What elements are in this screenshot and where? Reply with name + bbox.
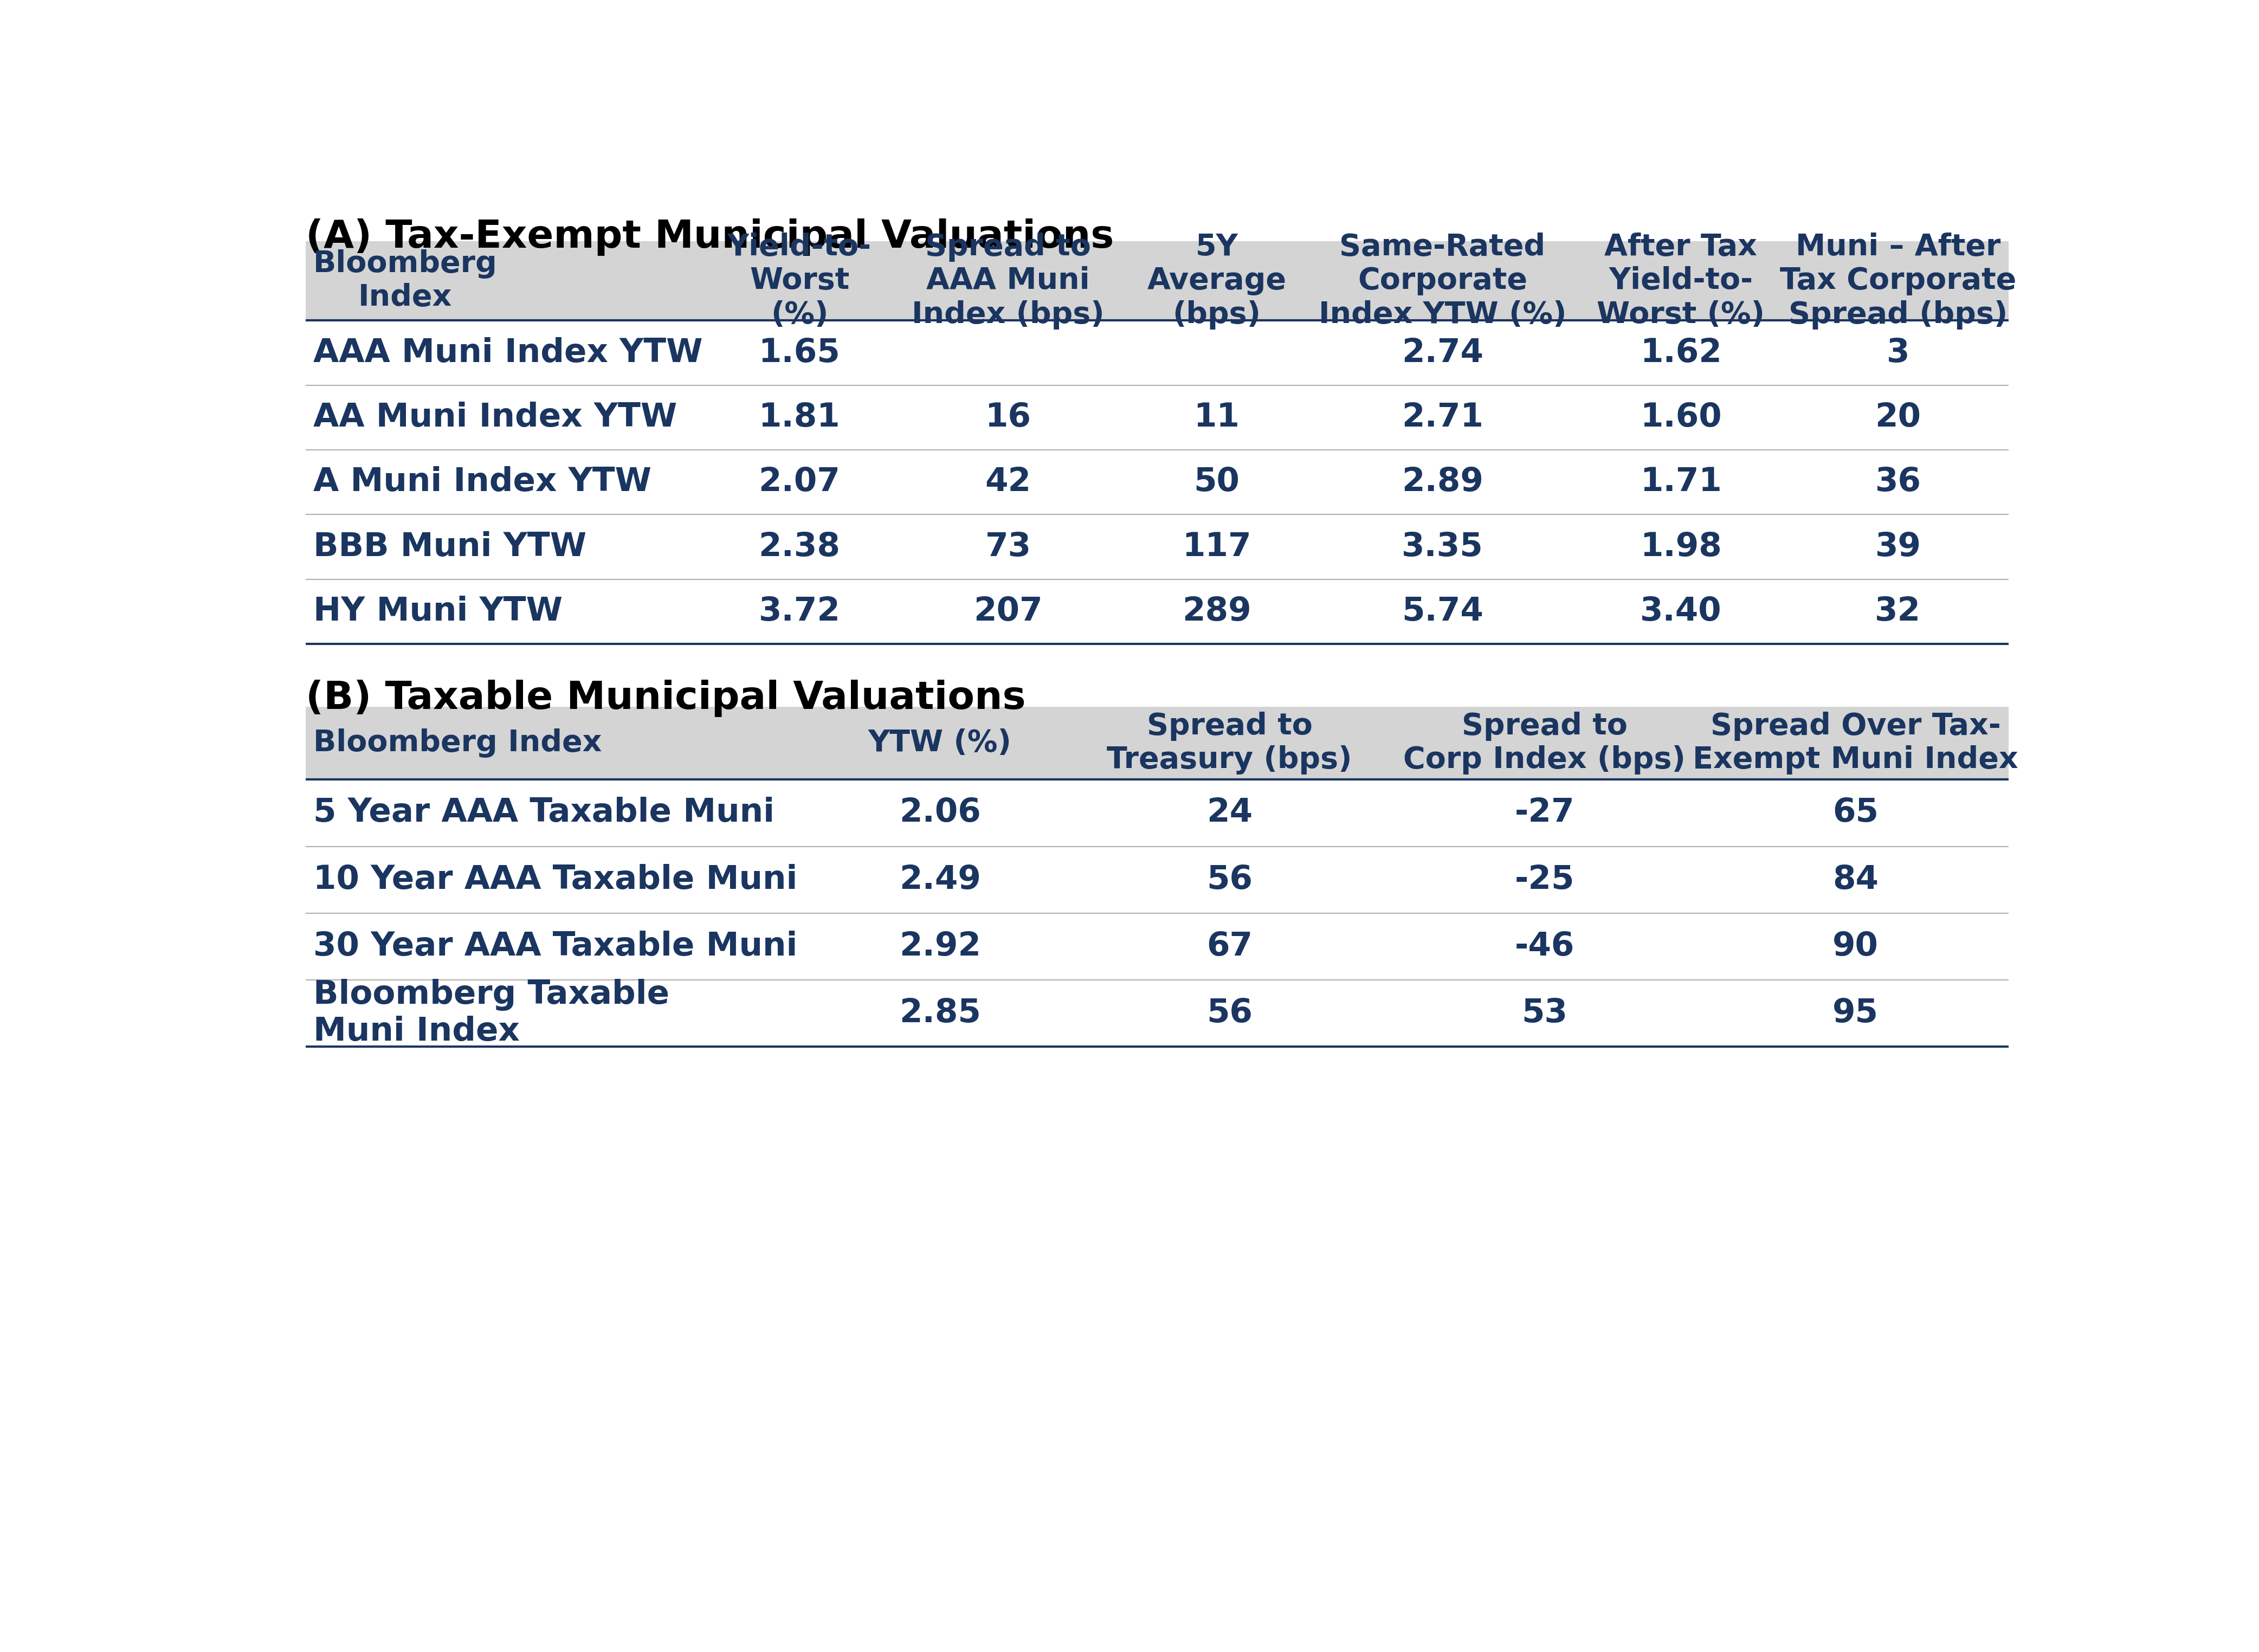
Text: Spread to
Treasury (bps): Spread to Treasury (bps) bbox=[1107, 712, 1353, 775]
Text: 5Y
Average
(bps): 5Y Average (bps) bbox=[1148, 233, 1285, 329]
Text: 5 Year AAA Taxable Muni: 5 Year AAA Taxable Muni bbox=[314, 796, 775, 829]
Text: Yield-to-
Worst
(%): Yield-to- Worst (%) bbox=[727, 233, 872, 329]
Text: 42: 42 bbox=[985, 466, 1030, 499]
Text: 36: 36 bbox=[1875, 466, 1920, 499]
Text: 50: 50 bbox=[1193, 466, 1240, 499]
Text: 1.62: 1.62 bbox=[1640, 337, 1721, 368]
Text: 1.65: 1.65 bbox=[759, 337, 840, 368]
Text: 2.38: 2.38 bbox=[759, 530, 840, 563]
Text: -25: -25 bbox=[1514, 864, 1575, 895]
Text: 56: 56 bbox=[1206, 864, 1251, 895]
Text: 2.89: 2.89 bbox=[1401, 466, 1484, 499]
Text: 10 Year AAA Taxable Muni: 10 Year AAA Taxable Muni bbox=[314, 864, 797, 895]
Text: 2.06: 2.06 bbox=[899, 796, 980, 829]
Text: 207: 207 bbox=[974, 596, 1044, 628]
Text: 53: 53 bbox=[1523, 998, 1568, 1029]
Text: 30 Year AAA Taxable Muni: 30 Year AAA Taxable Muni bbox=[314, 930, 797, 963]
Text: BBB Muni YTW: BBB Muni YTW bbox=[314, 530, 587, 563]
Text: 3.40: 3.40 bbox=[1640, 596, 1721, 628]
Text: 5.74: 5.74 bbox=[1401, 596, 1484, 628]
Text: Spread to
Corp Index (bps): Spread to Corp Index (bps) bbox=[1403, 712, 1685, 775]
Text: 1.81: 1.81 bbox=[759, 401, 840, 433]
Text: 2.49: 2.49 bbox=[899, 864, 980, 895]
Text: 3: 3 bbox=[1886, 337, 1909, 368]
Text: 67: 67 bbox=[1206, 930, 1251, 963]
Text: 2.92: 2.92 bbox=[899, 930, 980, 963]
Text: 117: 117 bbox=[1181, 530, 1251, 563]
Text: HY Muni YTW: HY Muni YTW bbox=[314, 596, 562, 628]
Text: 3.35: 3.35 bbox=[1401, 530, 1484, 563]
Text: 2.07: 2.07 bbox=[759, 466, 840, 499]
Text: 95: 95 bbox=[1832, 998, 1879, 1029]
Text: 2.74: 2.74 bbox=[1401, 337, 1484, 368]
Text: AA Muni Index YTW: AA Muni Index YTW bbox=[314, 401, 678, 433]
Text: (A) Tax-Exempt Municipal Valuations: (A) Tax-Exempt Municipal Valuations bbox=[305, 218, 1114, 256]
Text: (B) Taxable Municipal Valuations: (B) Taxable Municipal Valuations bbox=[305, 679, 1026, 717]
Text: 24: 24 bbox=[1206, 796, 1251, 829]
Text: 1.71: 1.71 bbox=[1640, 466, 1721, 499]
Text: 84: 84 bbox=[1832, 864, 1879, 895]
Text: 2.71: 2.71 bbox=[1401, 401, 1484, 433]
Text: A Muni Index YTW: A Muni Index YTW bbox=[314, 466, 651, 499]
Text: Muni – After
Tax Corporate
Spread (bps): Muni – After Tax Corporate Spread (bps) bbox=[1780, 233, 2017, 329]
Text: 90: 90 bbox=[1832, 930, 1879, 963]
Text: After Tax
Yield-to-
Worst (%): After Tax Yield-to- Worst (%) bbox=[1597, 233, 1764, 329]
Text: 39: 39 bbox=[1875, 530, 1920, 563]
Text: 3.72: 3.72 bbox=[759, 596, 840, 628]
Text: -46: -46 bbox=[1516, 930, 1575, 963]
Text: 65: 65 bbox=[1832, 796, 1879, 829]
FancyBboxPatch shape bbox=[305, 707, 2008, 780]
Text: 16: 16 bbox=[985, 401, 1030, 433]
FancyBboxPatch shape bbox=[305, 241, 2008, 320]
Text: 32: 32 bbox=[1875, 596, 1920, 628]
Text: -27: -27 bbox=[1514, 796, 1575, 829]
Text: 1.98: 1.98 bbox=[1640, 530, 1721, 563]
Text: Bloomberg
Index: Bloomberg Index bbox=[314, 249, 497, 312]
Text: Bloomberg Taxable
Muni Index: Bloomberg Taxable Muni Index bbox=[314, 980, 669, 1047]
Text: 20: 20 bbox=[1875, 401, 1920, 433]
Text: 1.60: 1.60 bbox=[1640, 401, 1721, 433]
Text: 73: 73 bbox=[985, 530, 1030, 563]
Text: YTW (%): YTW (%) bbox=[867, 729, 1012, 758]
Text: 289: 289 bbox=[1181, 596, 1251, 628]
Text: Spread Over Tax-
Exempt Muni Index: Spread Over Tax- Exempt Muni Index bbox=[1692, 712, 2017, 775]
Text: 2.85: 2.85 bbox=[899, 998, 980, 1029]
Text: 11: 11 bbox=[1193, 401, 1240, 433]
Text: 56: 56 bbox=[1206, 998, 1251, 1029]
Text: AAA Muni Index YTW: AAA Muni Index YTW bbox=[314, 337, 703, 368]
Text: Same-Rated
Corporate
Index YTW (%): Same-Rated Corporate Index YTW (%) bbox=[1319, 233, 1565, 329]
Text: Bloomberg Index: Bloomberg Index bbox=[314, 729, 601, 758]
Text: Spread to
AAA Muni
Index (bps): Spread to AAA Muni Index (bps) bbox=[913, 233, 1105, 329]
